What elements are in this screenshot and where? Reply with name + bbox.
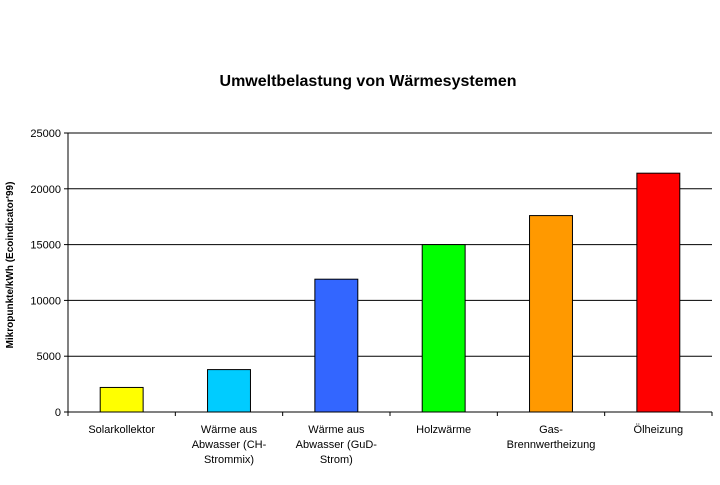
x-tick-label: Gas- Brennwertheizung: [507, 424, 596, 451]
y-tick-label: 25000: [30, 128, 61, 140]
x-tick-label-line: Ölheizung: [634, 424, 684, 436]
y-tick-label: 0: [55, 407, 61, 419]
x-tick-label: Wärme aus Abwasser (CH- Strommix): [192, 424, 267, 466]
bar: [314, 278, 359, 413]
y-tick-label: 5000: [37, 351, 61, 363]
y-tick-label: 15000: [30, 240, 61, 252]
bar: [207, 369, 251, 413]
x-tick-label-line: Holzwärme: [416, 424, 471, 436]
x-tick-label-line: Strommix): [204, 454, 254, 466]
bar: [636, 172, 681, 413]
y-tick-label: 10000: [30, 295, 61, 307]
chart-title: Umweltbelastung von Wärmesystemen: [220, 73, 517, 90]
y-tick-label: 20000: [30, 184, 61, 196]
x-tick-label: Ölheizung: [634, 424, 684, 436]
x-tick-label-line: Brennwertheizung: [507, 439, 596, 451]
x-tick-label: Wärme aus Abwasser (GuD- Strom): [296, 424, 378, 466]
y-tick-labels: 0 5000 10000 15000 20000 25000: [30, 128, 61, 419]
x-tick-label-line: Strom): [320, 454, 353, 466]
x-tick-labels: Solarkollektor Wärme aus Abwasser (CH- Stro…: [88, 424, 683, 466]
bar: [529, 215, 573, 413]
gridlines: [68, 132, 712, 357]
x-tick-label: Holzwärme: [416, 424, 471, 436]
x-tick-label-line: Wärme aus: [308, 424, 365, 436]
x-tick-label-line: Abwasser (CH-: [192, 439, 267, 451]
bar: [99, 386, 144, 413]
x-tick-label-line: Solarkollektor: [88, 424, 155, 436]
x-tick-label-line: Gas-: [539, 424, 563, 436]
axes: [64, 132, 713, 416]
x-tick-label-line: Wärme aus: [201, 424, 258, 436]
bar: [421, 244, 466, 413]
x-tick-label-line: Abwasser (GuD-: [296, 439, 378, 451]
bars: [99, 172, 681, 413]
y-axis-label: Mikropunkte/kWh (Ecoindicator'99): [5, 182, 16, 349]
x-tick-label: Solarkollektor: [88, 424, 155, 436]
